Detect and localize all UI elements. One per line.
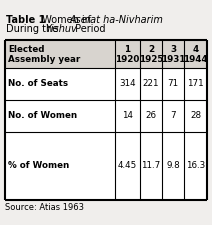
Text: 7: 7 bbox=[170, 112, 176, 121]
Text: 171: 171 bbox=[187, 79, 204, 88]
Text: 1944: 1944 bbox=[183, 54, 208, 63]
Text: 11.7: 11.7 bbox=[141, 162, 161, 171]
Text: Yishuv: Yishuv bbox=[45, 24, 77, 34]
Text: No. of Women: No. of Women bbox=[8, 112, 77, 121]
Text: Asefat ha-Nivharim: Asefat ha-Nivharim bbox=[70, 15, 164, 25]
Text: Period: Period bbox=[72, 24, 106, 34]
Text: 314: 314 bbox=[119, 79, 136, 88]
Bar bbox=[5, 40, 207, 68]
Bar bbox=[5, 40, 207, 200]
Text: Women in: Women in bbox=[36, 15, 94, 25]
Text: 3: 3 bbox=[170, 45, 176, 54]
Text: 1920: 1920 bbox=[115, 54, 140, 63]
Text: Assembly year: Assembly year bbox=[8, 54, 80, 63]
Text: Elected: Elected bbox=[8, 45, 45, 54]
Text: 2: 2 bbox=[148, 45, 154, 54]
Text: During the: During the bbox=[6, 24, 61, 34]
Text: 1925: 1925 bbox=[139, 54, 163, 63]
Text: % of Women: % of Women bbox=[8, 162, 69, 171]
Text: 4: 4 bbox=[192, 45, 199, 54]
Text: 14: 14 bbox=[122, 112, 133, 121]
Text: Table 1: Table 1 bbox=[6, 15, 45, 25]
Text: 9.8: 9.8 bbox=[166, 162, 180, 171]
Text: No. of Seats: No. of Seats bbox=[8, 79, 68, 88]
Text: Source: Atias 1963: Source: Atias 1963 bbox=[5, 203, 84, 212]
Text: 4.45: 4.45 bbox=[118, 162, 137, 171]
Text: 26: 26 bbox=[145, 112, 156, 121]
Text: 1931: 1931 bbox=[161, 54, 185, 63]
Text: 28: 28 bbox=[190, 112, 201, 121]
Text: 71: 71 bbox=[167, 79, 179, 88]
Text: 221: 221 bbox=[143, 79, 159, 88]
Text: 16.3: 16.3 bbox=[186, 162, 205, 171]
Text: 1: 1 bbox=[124, 45, 131, 54]
